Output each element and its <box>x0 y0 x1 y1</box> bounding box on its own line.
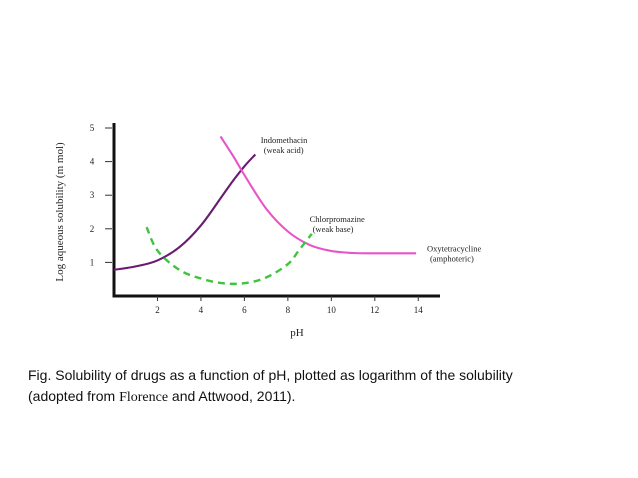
annotation-oxytetracycline: Oxytetracycline (amphoteric) <box>427 244 482 264</box>
y-tick-label: 1 <box>90 257 95 267</box>
caption-line-1: Fig. Solubility of drugs as a function o… <box>28 367 513 383</box>
y-tick-label: 2 <box>90 224 95 234</box>
y-tick-label: 4 <box>90 157 95 167</box>
caption-line-2-start: (adopted from <box>28 388 120 404</box>
x-axis-label: pH <box>290 327 304 339</box>
series-lines <box>113 135 417 286</box>
y-tick-label: 5 <box>90 123 95 133</box>
annotation-line: (weak acid) <box>264 145 304 155</box>
x-tick-label: 4 <box>199 305 204 315</box>
chlorpromazine-curve <box>219 135 417 255</box>
x-tick-label: 2 <box>155 305 160 315</box>
annotation-line: Chlorpromazine <box>310 214 365 224</box>
annotation-line: (weak base) <box>313 224 354 234</box>
annotation-line: Oxytetracycline <box>427 244 482 254</box>
annotation-chlorpromazine: Chlorpromazine (weak base) <box>310 214 365 234</box>
annotation-line: Indomethacin <box>261 135 308 145</box>
figure-caption: Fig. Solubility of drugs as a function o… <box>28 365 618 408</box>
x-tick-label: 6 <box>242 305 247 315</box>
indomethacin-curve <box>113 153 257 271</box>
annotation-line: (amphoteric) <box>430 254 474 264</box>
axes <box>112 123 440 298</box>
annotation-indomethacin: Indomethacin (weak acid) <box>261 135 308 155</box>
x-tick-label: 14 <box>414 305 424 315</box>
caption-line-2-end: and Attwood, 2011). <box>168 388 296 404</box>
x-tick-label: 12 <box>370 305 379 315</box>
oxytetracycline-curve <box>145 226 313 286</box>
y-axis-label: Log aqueous solubility (m mol) <box>54 142 66 282</box>
x-tick-label: 10 <box>327 305 337 315</box>
caption-author-florence: Florence <box>119 390 169 405</box>
y-tick-label: 3 <box>90 190 95 200</box>
x-tick-label: 8 <box>286 305 291 315</box>
curve-annotations: Indomethacin (weak acid)Chlorpromazine (we… <box>261 135 482 264</box>
